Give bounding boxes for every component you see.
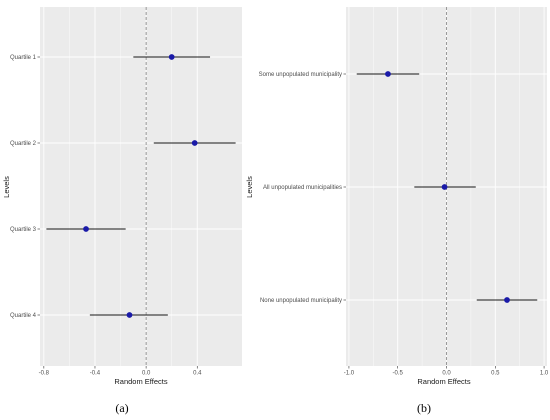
panel-b-y-tick-label-1: All unpopulated municipalities (263, 185, 342, 191)
panel-a-x-tick-label-1: -0.4 (90, 371, 101, 377)
panel-a-y-tick-label-1: Quartile 2 (10, 141, 37, 147)
panel-a-point-3 (126, 312, 133, 318)
panel-b-point-1 (441, 184, 448, 190)
panel-a-x-tick-label-2: 0.0 (142, 371, 151, 377)
panel-a-grid (40, 7, 242, 366)
panel-a-marks (46, 54, 236, 318)
panel-b-y-tick-label-2: None unpopulated municipality (260, 298, 342, 304)
panel-b-marks (356, 71, 538, 303)
panel-b-x-tick-label-0: -1.0 (344, 371, 355, 377)
panel-a-y-tick-label-3: Quartile 4 (10, 313, 37, 319)
panel-a-x-tick-label-3: 0.4 (193, 371, 202, 377)
panel-a-x-tick-label-0: -0.8 (39, 371, 50, 377)
panel-a-point-0 (168, 54, 175, 60)
panel-b-point-2 (504, 297, 510, 303)
panel-a-y-tick-label-0: Quartile 1 (10, 55, 37, 61)
panel-a-point-2 (83, 226, 89, 232)
panel-b-y-tick-label-0: Some unpopulated municipality (259, 72, 342, 78)
panel-a-y-axis-title: Levels (2, 176, 11, 198)
panel-a-point-1 (191, 140, 198, 146)
panel-b-point-0 (385, 71, 391, 77)
panel-b-forest-plot: Some unpopulated municipality All unpopul… (245, 7, 549, 415)
panel-b-y-axis-title: Levels (245, 176, 254, 198)
panel-a-caption: (a) (115, 401, 128, 415)
panel-b-x-axis-title: Random Effects (417, 377, 470, 386)
panel-b-x-tick-labels: -1.0 -0.5 0.0 0.5 1.0 (344, 366, 549, 377)
panel-b-caption: (b) (417, 401, 431, 415)
panel-b-x-tick-label-4: 1.0 (540, 371, 549, 377)
panel-b-x-tick-label-3: 0.5 (491, 371, 500, 377)
panel-a-y-tick-label-2: Quartile 3 (10, 227, 37, 233)
panel-a-x-axis-title: Random Effects (114, 377, 167, 386)
panel-a-plot-area (40, 7, 242, 366)
panel-a-y-tick-labels: Quartile 1 Quartile 2 Quartile 3 Quartile 4 (10, 55, 40, 319)
panel-b-y-tick-labels: Some unpopulated municipality All unpopul… (259, 72, 346, 304)
panel-b-x-tick-label-1: -0.5 (393, 371, 404, 377)
panel-a-forest-plot: Quartile 1 Quartile 2 Quartile 3 Quartile 4… (2, 7, 242, 415)
panel-b-x-tick-label-2: 0.0 (442, 371, 451, 377)
panel-a-x-tick-labels: -0.8 -0.4 0.0 0.4 (39, 366, 202, 377)
